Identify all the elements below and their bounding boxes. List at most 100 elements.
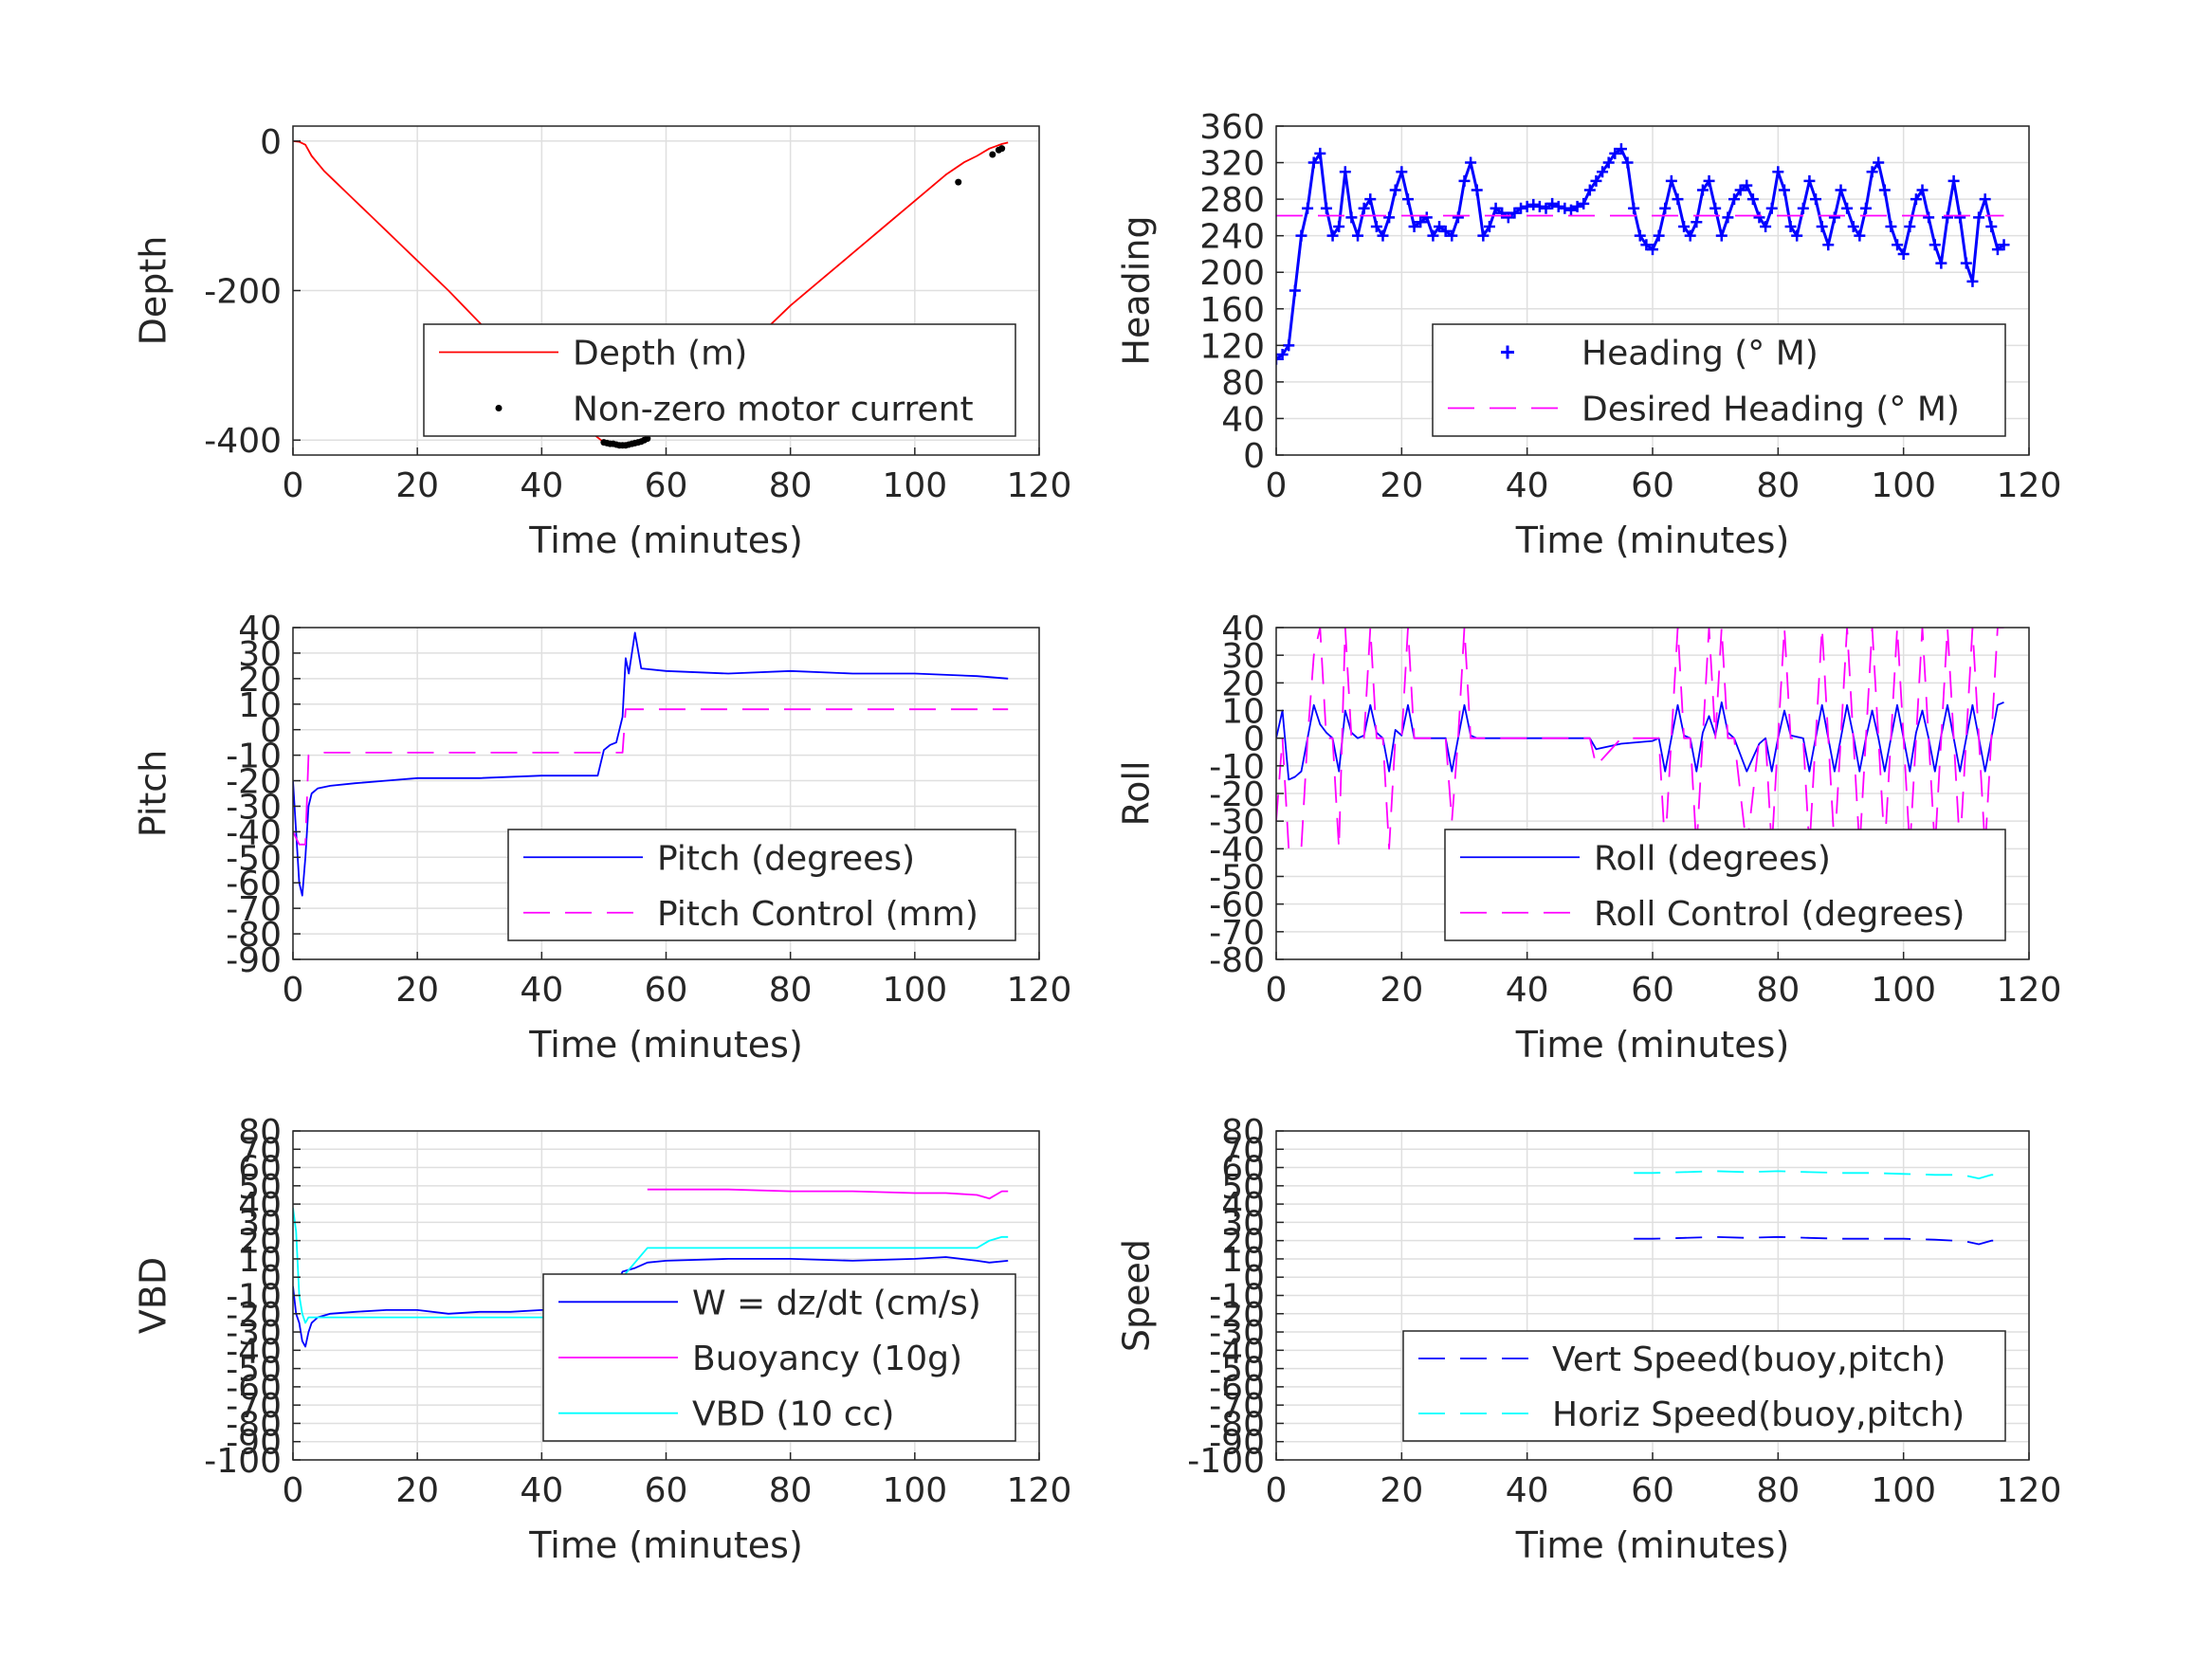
y-tick-label: -50 [226, 839, 282, 878]
y-tick-label: 20 [1221, 1223, 1265, 1262]
x-tick-label: 0 [283, 971, 304, 1010]
y-tick-label: -20 [1209, 1296, 1265, 1335]
data-point-plus [1923, 211, 1935, 224]
data-point-plus [1979, 193, 1991, 206]
y-tick-label: 0 [1243, 1259, 1265, 1298]
data-point-plus [1715, 229, 1728, 242]
y-tick-label: 240 [1199, 218, 1265, 257]
x-tick-label: 40 [520, 1471, 563, 1510]
data-point-plus [1678, 221, 1691, 233]
y-tick-label: 60 [238, 1150, 282, 1189]
data-point-plus [1816, 221, 1828, 233]
x-axis-label: Time (minutes) [1515, 1024, 1790, 1066]
y-tick-label: -30 [1209, 1314, 1265, 1353]
legend-label: Roll (degrees) [1594, 839, 1831, 878]
data-point-plus [1471, 184, 1483, 196]
data-point-plus [1772, 166, 1784, 178]
x-tick-label: 40 [1506, 466, 1549, 505]
legend-box [1432, 323, 2006, 437]
y-tick-label: -100 [204, 1442, 282, 1481]
y-tick-label: -60 [1209, 1369, 1265, 1408]
data-point-plus [1935, 257, 1947, 269]
x-tick-label: 20 [395, 971, 439, 1010]
y-tick-label: -20 [226, 763, 282, 802]
legend-label: Heading (° M) [1581, 335, 1819, 374]
data-point-plus [1602, 156, 1615, 169]
x-tick-label: 120 [1007, 971, 1072, 1010]
data-point [989, 151, 996, 158]
data-point-plus [1696, 184, 1709, 196]
data-point-plus [1564, 204, 1577, 216]
data-point-plus [1483, 221, 1495, 233]
plot-data [1276, 143, 2010, 365]
legend: Vert Speed(buoy,pitch) Horiz Speed(buoy,p… [1402, 1330, 2006, 1442]
data-point-plus [1634, 229, 1646, 242]
y-axis-label: Pitch [133, 750, 174, 838]
legend-label: Pitch Control (mm) [657, 895, 978, 934]
series-line-speed-0 [1634, 1235, 2004, 1246]
x-axis-label: Time (minutes) [1515, 1524, 1790, 1566]
legend-box [507, 829, 1016, 941]
chart-pitch: 0 20 40 60 80 100 120-90-80-70-60-50-40-30-20-… [133, 610, 1072, 1066]
y-tick-label: -10 [226, 1278, 282, 1317]
y-tick-label: -30 [226, 1314, 282, 1353]
y-tick-label: 50 [1221, 1168, 1265, 1207]
data-point-plus [1465, 156, 1477, 169]
data-point-plus [1684, 229, 1696, 242]
y-tick-label: -70 [226, 890, 282, 929]
data-point-plus [1515, 202, 1527, 214]
data-point-plus [1859, 202, 1872, 214]
data-point-plus [1621, 156, 1634, 169]
x-tick-label: 100 [882, 1471, 947, 1510]
y-tick-label: 80 [1221, 364, 1265, 403]
x-tick-label: 80 [1756, 971, 1800, 1010]
legend: Roll (degrees) Roll Control (degrees) [1444, 829, 2006, 941]
y-tick-label: 0 [1243, 437, 1265, 476]
data-point-plus [1527, 198, 1540, 210]
data-point-plus [1659, 202, 1672, 214]
y-tick-label: 50 [238, 1168, 282, 1207]
x-tick-label: 80 [769, 466, 813, 505]
y-tick-label: -80 [226, 916, 282, 955]
y-tick-label: -40 [226, 1332, 282, 1371]
legend-box [1402, 1330, 2006, 1442]
y-tick-label: -50 [1209, 1351, 1265, 1390]
series-line-pitch-1 [293, 708, 1009, 846]
y-tick-label: 20 [238, 661, 282, 700]
y-tick-label: -70 [226, 1387, 282, 1426]
legend-label: Depth (m) [573, 335, 747, 374]
x-tick-label: 20 [1380, 971, 1423, 1010]
data-point-plus [1415, 216, 1427, 228]
plot-data [293, 139, 1009, 449]
series-line-pitch-0 [293, 631, 1009, 897]
y-tick-label: 320 [1199, 145, 1265, 184]
y-tick-label: -90 [1209, 1424, 1265, 1463]
x-tick-label: 20 [395, 1471, 439, 1510]
legend-box [1444, 829, 2006, 941]
data-point-plus [1797, 202, 1809, 214]
data-point-plus [1910, 193, 1922, 206]
y-tick-label: 30 [238, 635, 282, 674]
x-tick-label: 80 [1756, 466, 1800, 505]
y-tick-label: -200 [204, 273, 282, 312]
x-tick-label: 60 [645, 466, 688, 505]
x-tick-label: 100 [1871, 466, 1936, 505]
legend: Heading (° M) Desired Heading (° M) [1432, 323, 2006, 437]
y-tick-label: -80 [226, 1405, 282, 1444]
y-tick-label: -10 [1209, 1278, 1265, 1317]
data-point-plus [1571, 200, 1583, 212]
data-point [955, 178, 962, 186]
y-tick-label: 120 [1199, 327, 1265, 366]
x-tick-label: 80 [769, 1471, 813, 1510]
legend-marker [1501, 345, 1514, 359]
legend: W = dz/dt (cm/s) Buoyancy (10g) VBD (10 cc… [542, 1273, 1016, 1442]
x-tick-label: 0 [1266, 971, 1288, 1010]
data-point-plus [1609, 147, 1621, 159]
legend-label: Non-zero motor current [573, 391, 974, 429]
data-point-plus [1427, 229, 1439, 242]
data-point-plus [1326, 229, 1339, 242]
y-tick-label: 30 [1221, 637, 1265, 676]
y-tick-label: -20 [1209, 775, 1265, 814]
data-point-plus [1709, 202, 1722, 214]
data-point-plus [1904, 221, 1916, 233]
